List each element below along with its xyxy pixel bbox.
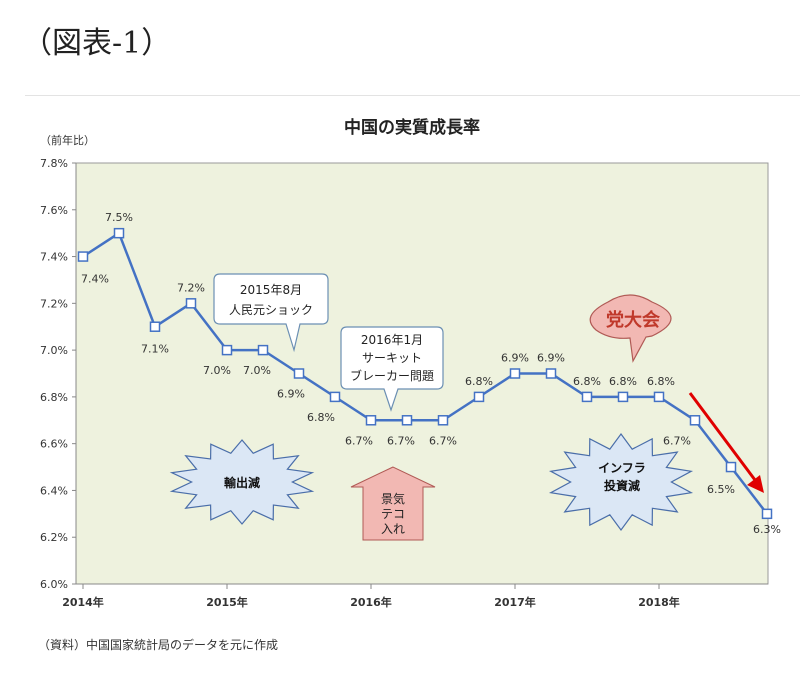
data-point: [437, 415, 449, 426]
y-tick-label: 7.6%: [40, 204, 68, 217]
callout-2016-line-2: サーキット: [362, 351, 422, 365]
data-label: 6.8%: [307, 411, 335, 424]
data-point: [257, 344, 269, 356]
data-point: [653, 391, 665, 403]
infra-decline-burst: [548, 432, 694, 532]
party-congress-label: 党大会: [606, 309, 660, 331]
infra-decline-line-1: インフラ: [598, 461, 646, 475]
x-tick-label: 2015年: [206, 595, 248, 609]
data-label: 7.2%: [177, 281, 205, 294]
data-point: [149, 321, 161, 332]
series-line-group: [77, 227, 773, 520]
y-tick-label: 6.6%: [40, 438, 68, 451]
callout-2016-line-1: 2016年1月: [361, 333, 423, 347]
stimulus-arrow: [350, 466, 436, 541]
data-label: 6.8%: [647, 375, 675, 388]
data-label: 6.9%: [501, 352, 529, 365]
callout-2016-bubble: [340, 326, 444, 412]
data-point: [617, 391, 629, 403]
data-label: 6.7%: [387, 434, 415, 447]
data-label: 7.1%: [141, 343, 169, 356]
data-label: 6.9%: [537, 352, 565, 365]
y-tick-label: 7.8%: [40, 157, 68, 170]
y-tick-label: 7.2%: [40, 297, 68, 310]
stimulus-line-2: テコ: [381, 507, 405, 521]
data-label: 6.5%: [707, 483, 735, 496]
callout-2015-line-2: 人民元ショック: [229, 303, 313, 317]
data-point: [473, 391, 485, 403]
y-tick-label: 6.0%: [40, 578, 68, 591]
decline-trend-arrow-head: [747, 475, 764, 493]
callout-2015-line-1: 2015年8月: [240, 283, 302, 297]
y-tick-label: 6.8%: [40, 391, 68, 404]
data-label: 6.7%: [429, 434, 457, 447]
top-divider: [25, 95, 800, 96]
data-point: [689, 415, 701, 426]
infra-decline-line-2: 投資減: [604, 478, 640, 493]
source-note: （資料）中国国家統計局のデータを元に作成: [38, 638, 279, 652]
data-point: [725, 461, 737, 473]
data-point: [113, 227, 125, 239]
data-label: 6.8%: [573, 375, 601, 388]
data-label: 7.5%: [105, 211, 133, 224]
data-point: [581, 391, 593, 403]
callout-2015-bubble: [213, 273, 329, 353]
data-label: 7.0%: [243, 364, 271, 377]
figure-label: （図表-1）: [22, 26, 172, 61]
data-label: 6.7%: [663, 434, 691, 447]
export-decline-burst: [169, 439, 315, 525]
data-label: 6.8%: [465, 375, 493, 388]
data-label-group: 7.4%7.5%7.1%7.2%7.0% 7.0%6.9%6.8%6.7% 6.7%…: [81, 211, 781, 536]
data-label: 6.3%: [753, 523, 781, 536]
data-label: 7.4%: [81, 273, 109, 286]
stimulus-line-3: 入れ: [381, 522, 405, 536]
callout-2016-line-3: ブレーカー問題: [350, 368, 434, 383]
data-label: 6.8%: [609, 375, 637, 388]
x-tick-label: 2014年: [62, 595, 104, 609]
y-tick-label: 7.4%: [40, 251, 68, 264]
y-tick-label: 6.4%: [40, 484, 68, 497]
data-point: [365, 415, 377, 426]
data-point: [509, 368, 521, 379]
data-point: [221, 344, 233, 356]
data-point: [329, 391, 341, 403]
party-congress-bubble: [589, 294, 672, 363]
x-tick-label: 2016年: [350, 595, 392, 609]
chart-title: 中国の実質成長率: [344, 117, 480, 138]
y-tick-label: 7.0%: [40, 344, 68, 357]
data-point: [545, 368, 557, 379]
y-tick-label: 6.2%: [40, 531, 68, 544]
y-tick-group: 6.0% 6.2% 6.4% 6.6% 6.8% 7.0% 7.2% 7.4% 7.6% 7.8%: [40, 157, 76, 591]
x-tick-label: 2017年: [494, 595, 536, 609]
data-label: 6.7%: [345, 434, 373, 447]
data-label: 7.0%: [203, 364, 231, 377]
series-line: [82, 231, 768, 515]
x-tick-group: 2014年 2015年 2016年 2017年 2018年: [62, 584, 680, 609]
data-point: [761, 508, 773, 520]
data-point: [77, 251, 89, 262]
export-decline-label: 輸出減: [224, 475, 260, 490]
data-point: [293, 368, 305, 379]
stimulus-line-1: 景気: [381, 491, 405, 506]
data-point: [185, 298, 197, 309]
y-axis-label: （前年比）: [40, 133, 95, 147]
data-point: [401, 415, 413, 426]
decline-trend-arrow: [688, 392, 760, 485]
data-label: 6.9%: [277, 388, 305, 401]
x-tick-label: 2018年: [638, 595, 680, 609]
